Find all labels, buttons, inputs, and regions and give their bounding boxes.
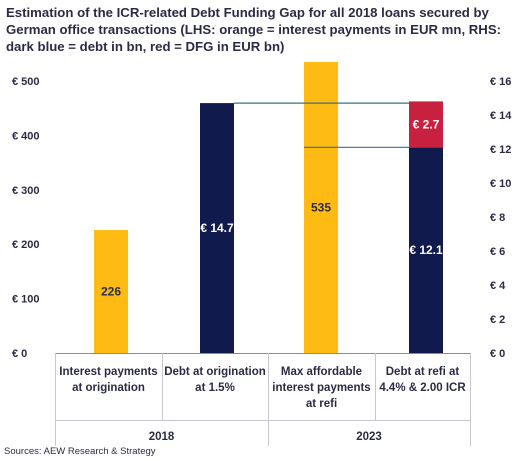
right-axis-tick-label: € 2 [490,314,505,326]
bar-value-label: 226 [101,285,121,299]
left-axis-tick-label: € 200 [12,239,40,251]
category-label: Debt at refi at [386,366,460,378]
category-label: Debt at origination [164,366,266,378]
right-axis-tick-label: € 0 [490,348,505,360]
left-axis-tick-label: € 100 [12,294,40,306]
left-axis-tick-label: € 0 [12,348,27,360]
right-axis-tick-label: € 4 [490,280,506,292]
group-label: 2023 [356,431,382,443]
category-label: at origination [72,382,145,394]
group-label: 2018 [149,431,175,443]
right-axis-tick-label: € 10 [490,178,511,190]
bar-value-label: € 12.1 [409,243,443,257]
bar-value-label: € 14.7 [200,221,234,235]
right-axis-tick-label: € 16 [490,76,511,88]
bar [94,230,128,353]
left-axis-tick-label: € 300 [12,185,40,197]
category-label: Interest payments [59,366,157,378]
source-note: Sources: AEW Research & Strategy [4,446,156,457]
category-label: Max affordable [281,366,362,378]
bar [200,103,234,353]
chart-title-line: German office transactions (LHS: orange … [6,22,502,37]
chart-title: Estimation of the ICR-related Debt Fundi… [6,4,516,55]
right-axis-tick-label: € 6 [490,246,505,258]
bar [409,147,443,353]
right-axis-tick-label: € 14 [490,110,512,122]
category-label: interest payments [272,382,370,394]
category-label: at refi [306,398,337,410]
category-label: at 1.5% [195,382,235,394]
chart-title-line: Estimation of the ICR-related Debt Fundi… [6,5,489,20]
left-axis-tick-label: € 500 [12,76,40,88]
right-axis-tick-label: € 8 [490,212,505,224]
bar [409,101,443,148]
right-axis-tick-label: € 12 [490,144,511,156]
chart-title-line: dark blue = debt in bn, red = DFG in EUR… [6,39,285,54]
bar-value-label: 535 [311,200,331,214]
bar [304,61,338,354]
left-axis-tick-label: € 400 [12,130,40,142]
bar-chart: € 0 € 100 € 200 € 300 € 400 € 500 € 0 € 2 € 4 € 6… [12,61,512,446]
bar-value-label: € 2.7 [413,117,440,131]
category-label: 4.4% & 2.00 ICR [379,382,466,394]
